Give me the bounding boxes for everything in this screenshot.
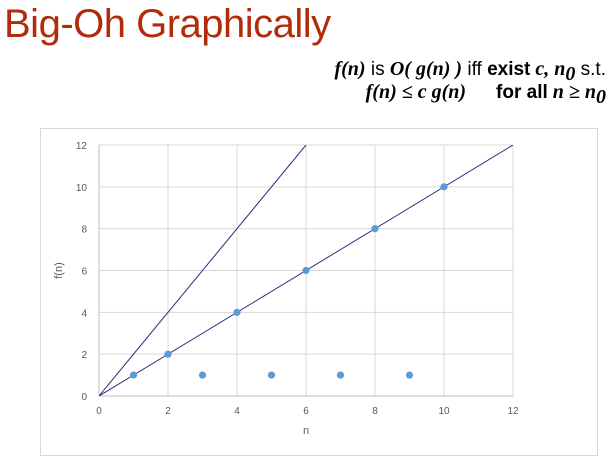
x-tick-label: 2 [165, 406, 171, 417]
x-tick-label: 4 [234, 406, 240, 417]
n0-subscript: 0 [565, 62, 576, 85]
reference-line-2 [99, 145, 307, 396]
data-point [164, 350, 172, 358]
y-tick-label: 0 [81, 392, 87, 403]
data-point [198, 371, 207, 379]
data-point [302, 266, 310, 275]
x-tick-label: 6 [303, 406, 309, 417]
slide-title: Big-Oh Graphically [4, 2, 331, 46]
data-point [233, 308, 241, 316]
y-tick-label: 10 [76, 183, 88, 194]
y-tick-label: 8 [81, 225, 87, 236]
data-point [440, 183, 448, 191]
constants: c, n [530, 58, 566, 80]
x-axis-label: n [303, 425, 309, 437]
word-exist: exist [487, 59, 531, 80]
word-is: is [365, 59, 390, 80]
f-of-n: f(n) [334, 58, 366, 80]
x-tick-label: 8 [372, 406, 378, 417]
word-for-all: for all [496, 82, 548, 103]
definition-line-1: f(n) is O( g(n) ) iff exist c, n0 s.t. [200, 58, 606, 86]
n0-subscript-2: 0 [596, 85, 606, 108]
condition: n ≥ n [547, 81, 596, 103]
x-tick-label: 12 [507, 406, 519, 417]
y-tick-label: 6 [81, 267, 87, 278]
data-point [336, 371, 345, 379]
chart-area [40, 128, 598, 456]
y-tick-label: 12 [76, 141, 88, 152]
data-point [267, 371, 276, 379]
x-tick-label: 0 [96, 406, 102, 417]
y-tick-label: 2 [81, 350, 87, 361]
y-tick-label: 4 [81, 308, 87, 319]
data-point [371, 225, 379, 233]
data-point [405, 371, 414, 379]
data-point [129, 371, 138, 379]
y-axis-label: f(n) [53, 262, 65, 279]
o-of-g: O( g(n) ) [389, 58, 463, 80]
definition-line-2: f(n) ≤ c g(n) for all n ≥ n0 [200, 81, 606, 109]
x-tick-label: 10 [438, 406, 450, 417]
inequality: f(n) ≤ c g(n) [365, 81, 467, 103]
word-iff: iff [462, 59, 488, 80]
such-that: s.t. [575, 59, 606, 80]
